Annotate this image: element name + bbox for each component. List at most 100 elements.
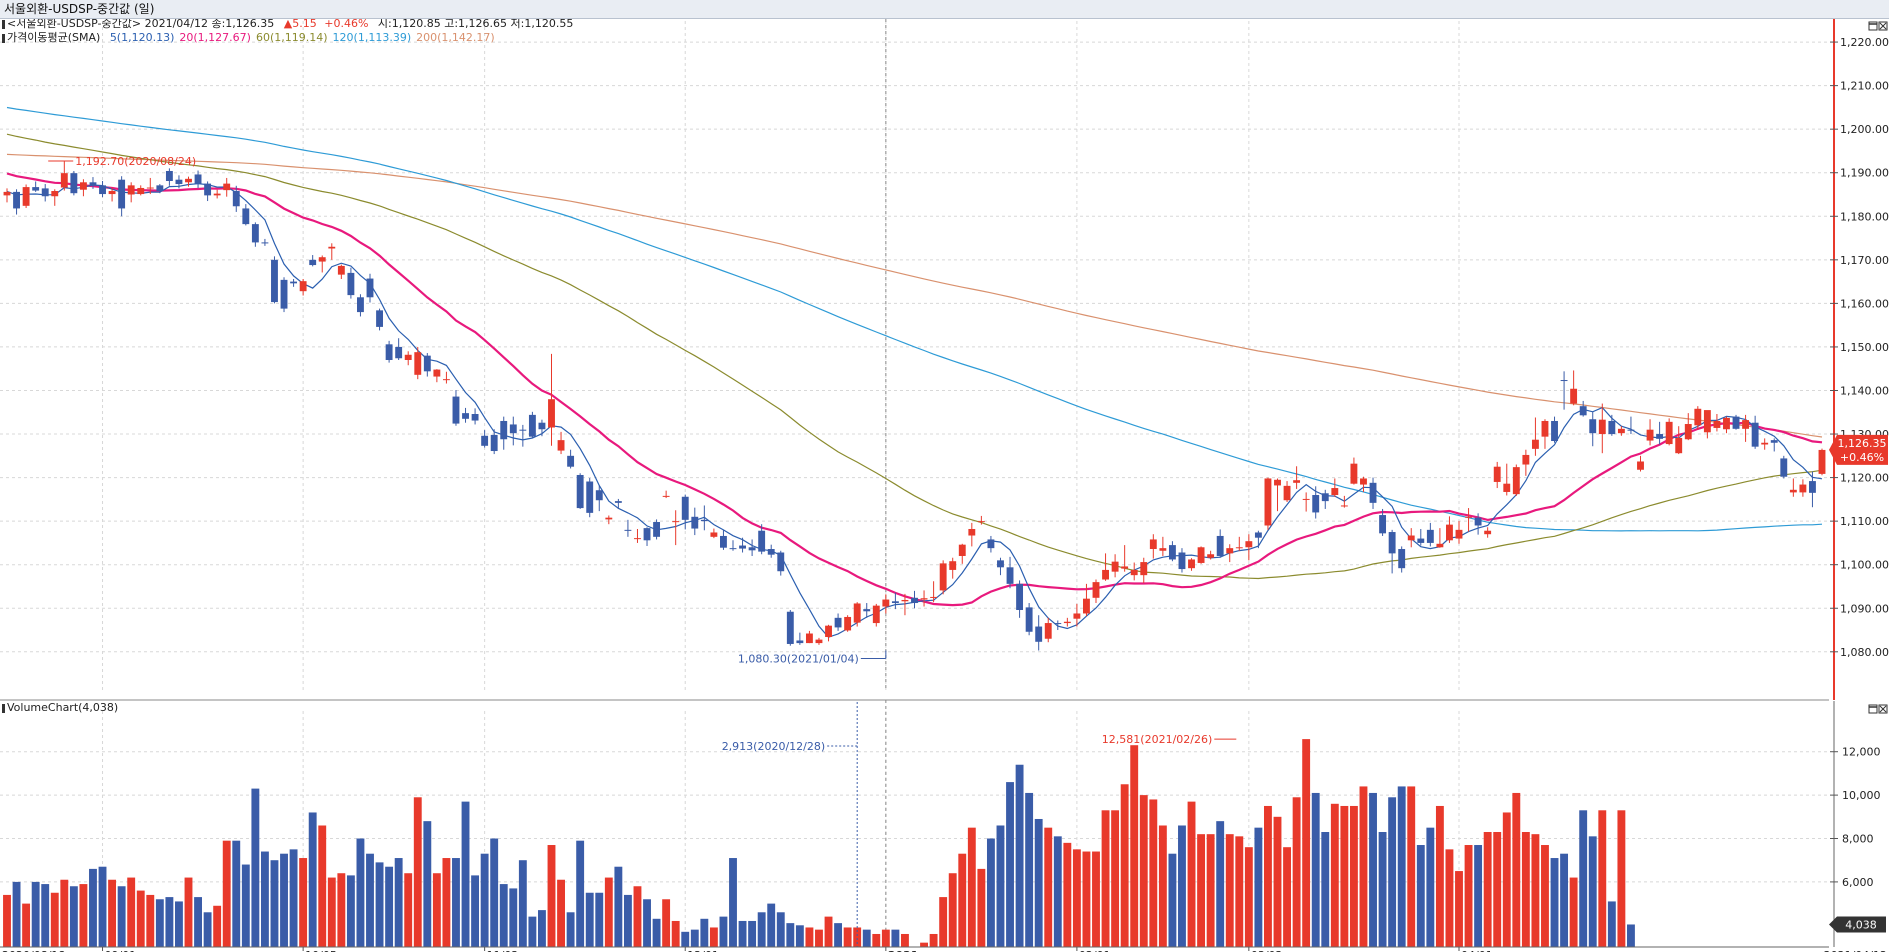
candle-body: [958, 544, 966, 556]
volume-bar: [815, 929, 823, 947]
candle-body: [1331, 488, 1339, 496]
candle: [1379, 508, 1387, 536]
candle-body: [414, 352, 422, 375]
candle-body: [643, 528, 651, 541]
price-axis-tick-7: 1,150.00: [1840, 341, 1889, 354]
volume-bar: [337, 873, 346, 947]
candle: [414, 346, 422, 380]
candle-body: [1168, 545, 1176, 560]
volume-bar: [881, 929, 890, 947]
candle: [1254, 530, 1262, 549]
volume-bar: [1187, 801, 1196, 947]
candle-body: [60, 173, 68, 188]
candle: [1713, 414, 1721, 432]
volume-bar: [1445, 849, 1454, 947]
volume-bar: [652, 918, 661, 947]
volume-bar: [79, 884, 88, 947]
candle: [1474, 513, 1482, 535]
x-axis-tick-7: 03/02: [1251, 949, 1283, 952]
candle-body: [1121, 566, 1129, 569]
candle: [1168, 541, 1176, 562]
candle: [1360, 476, 1367, 492]
volume-bar: [1053, 836, 1062, 947]
price-panel-close-icon[interactable]: [1878, 21, 1888, 31]
candle: [595, 485, 603, 512]
x-axis-tick-8: 04/01: [1461, 949, 1493, 952]
candle: [901, 593, 909, 616]
volume-bar: [480, 853, 489, 947]
candle-body: [1617, 428, 1625, 434]
price-axis-tick-8: 1,160.00: [1840, 297, 1889, 310]
candle-body: [1016, 583, 1024, 610]
x-axis-background: [0, 947, 1889, 952]
candle-body: [261, 242, 269, 244]
price-panel-maximize-icon[interactable]: [1868, 21, 1878, 31]
volume-bar: [748, 920, 757, 947]
candle-body: [185, 178, 192, 183]
volume-bar: [394, 858, 403, 947]
volume-bar: [977, 868, 986, 947]
candle-body: [1598, 419, 1606, 435]
candle: [1732, 414, 1740, 430]
candle-body: [1092, 582, 1100, 598]
candle-body: [1102, 569, 1109, 580]
candle-body: [1675, 437, 1683, 454]
candle-body: [681, 496, 689, 520]
price-axis-tick-0: 1,080.00: [1840, 646, 1889, 659]
volume-panel-maximize-icon[interactable]: [1868, 704, 1878, 714]
candle: [1092, 579, 1100, 604]
candle: [1608, 414, 1616, 436]
candle: [1283, 481, 1291, 502]
candle-body: [127, 185, 135, 195]
volume-axis-tick-0: 6,000: [1842, 876, 1874, 889]
candle-body: [156, 185, 164, 192]
volume-bar: [1206, 834, 1215, 947]
candle: [318, 255, 326, 273]
volume-bar: [490, 838, 499, 947]
volume-bar: [1464, 845, 1473, 947]
candle-body: [1264, 478, 1272, 526]
candle-body: [662, 495, 670, 497]
volume-bar: [1627, 924, 1635, 947]
volume-bar: [165, 897, 174, 947]
candle: [280, 277, 288, 313]
candle: [1044, 617, 1052, 643]
price-axis-tick-3: 1,110.00: [1840, 515, 1889, 528]
price-axis-tick-2: 1,100.00: [1840, 559, 1889, 572]
candle: [1818, 448, 1826, 476]
volume-bar: [442, 858, 451, 947]
price-annotation-1: 1,080.30(2021/01/04): [738, 652, 859, 665]
candle: [1274, 478, 1281, 512]
candle-body: [1474, 517, 1482, 526]
candle-body: [1149, 539, 1157, 550]
volume-bar: [1273, 816, 1282, 947]
volume-bar: [767, 903, 776, 947]
candle: [290, 278, 298, 287]
price-axis-background: [1829, 19, 1889, 700]
candle-body: [1054, 623, 1062, 625]
candle: [882, 594, 890, 614]
candle-body: [1207, 554, 1215, 558]
volume-bar: [308, 812, 317, 947]
candle: [1111, 554, 1119, 578]
volume-bar: [117, 886, 126, 947]
candle-body: [108, 191, 116, 195]
candle: [500, 416, 508, 450]
candle-body: [357, 297, 364, 313]
candle-body: [376, 310, 383, 327]
volume-bar: [1311, 792, 1320, 947]
candle-body: [490, 434, 498, 452]
price-axis-tick-10: 1,180.00: [1840, 210, 1889, 223]
volume-panel-close-icon[interactable]: [1878, 704, 1888, 714]
candle: [1178, 548, 1186, 573]
volume-bar: [1063, 842, 1072, 947]
last-volume-badge: [1829, 916, 1886, 933]
candle: [32, 181, 40, 192]
candle: [347, 267, 355, 299]
volume-bar: [1416, 845, 1425, 947]
candle-body: [1283, 485, 1291, 501]
candle-body: [1551, 420, 1558, 442]
candle: [1140, 557, 1148, 583]
candle: [1149, 534, 1157, 559]
volume-bar: [1101, 810, 1110, 947]
